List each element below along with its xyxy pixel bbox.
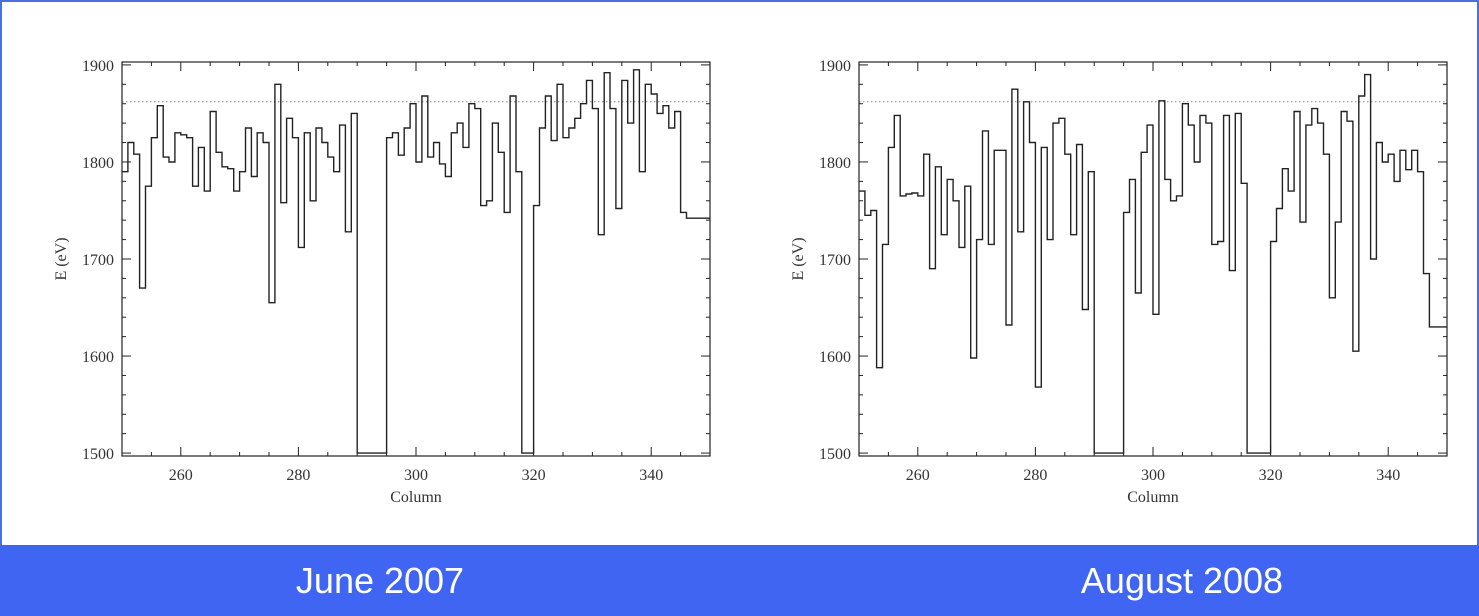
y-tick-label: 1900: [82, 58, 114, 75]
x-axis-label: Column: [1127, 489, 1179, 506]
x-tick-label: 280: [286, 467, 310, 484]
caption-august-2008: August 2008: [1080, 560, 1284, 601]
series-line-0: [859, 73, 1447, 454]
caption-banner: June 2007 August 2008: [0, 545, 1479, 616]
y-tick-label: 1900: [819, 58, 851, 75]
y-axis-label: E (eV): [790, 237, 807, 280]
x-tick-label: 340: [639, 467, 663, 484]
y-tick-label: 1800: [82, 155, 114, 172]
y-tick-label: 1500: [819, 446, 851, 463]
y-tick-label: 1700: [82, 252, 114, 269]
x-tick-label: 280: [1023, 467, 1047, 484]
x-axis-label: Column: [390, 489, 442, 506]
y-tick-label: 1600: [819, 349, 851, 366]
chart-august-2008: 260 280 300 320 340 1500 1600 1700 1800 1900 Colum…: [777, 42, 1467, 532]
x-tick-label: 260: [906, 467, 930, 484]
chart-june-2007-svg: 260 280 300 320 340 1500 1600 1700 1800 1900 Colum…: [53, 58, 711, 506]
x-tick-label: 300: [404, 467, 428, 484]
caption-june-2007: June 2007: [295, 560, 465, 601]
y-tick-label: 1600: [82, 349, 114, 366]
chart-june-2007: 260 280 300 320 340 1500 1600 1700 1800 1900 Colum…: [40, 42, 730, 532]
y-tick-label: 1500: [82, 446, 114, 463]
y-axis-label: E (eV): [53, 237, 70, 280]
x-tick-label: 320: [522, 467, 546, 484]
y-tick-label: 1800: [819, 155, 851, 172]
x-tick-label: 260: [169, 467, 193, 484]
x-tick-label: 340: [1376, 467, 1400, 484]
x-tick-label: 320: [1259, 467, 1283, 484]
x-tick-label: 300: [1141, 467, 1165, 484]
chart-august-2008-svg: 260 280 300 320 340 1500 1600 1700 1800 1900 Colum…: [790, 58, 1448, 506]
y-tick-label: 1700: [819, 252, 851, 269]
series-line-0: [122, 69, 710, 454]
